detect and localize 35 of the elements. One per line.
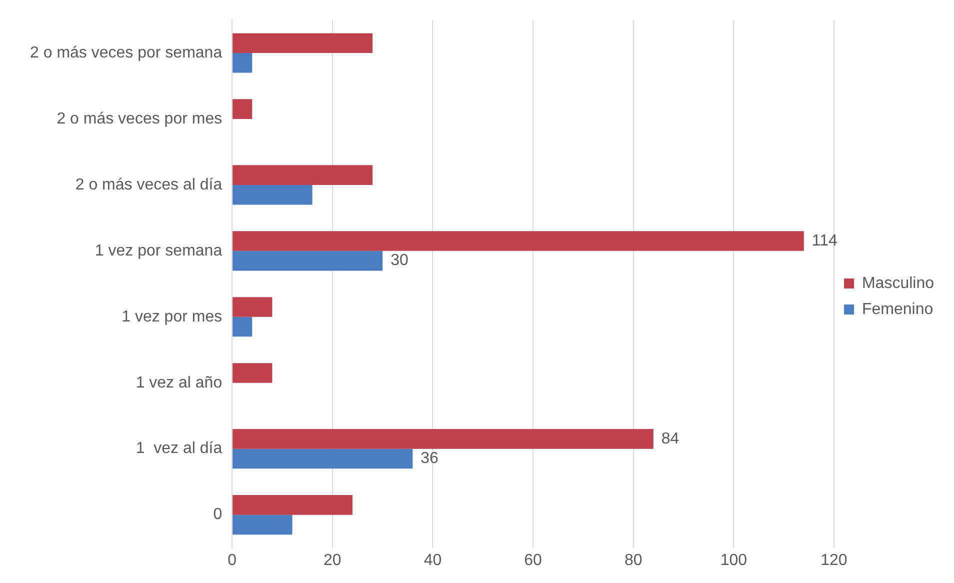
legend-label: Masculino <box>862 274 934 292</box>
legend-label: Femenino <box>862 300 934 318</box>
bar <box>232 316 252 337</box>
x-tick-label: 100 <box>720 552 748 569</box>
x-tick-label: 120 <box>820 552 848 569</box>
y-tick-label: 1 vez al día <box>136 440 222 458</box>
data-label: 84 <box>661 430 680 448</box>
data-label: 30 <box>390 252 408 270</box>
y-tick-label: 0 <box>213 506 222 524</box>
data-label: 114 <box>812 232 838 250</box>
y-tick-label: 2 o más veces por semana <box>30 44 222 62</box>
bar <box>232 99 252 119</box>
x-tick-label: 20 <box>324 552 342 569</box>
x-tick-label: 80 <box>624 552 642 569</box>
bar <box>232 429 654 449</box>
bar <box>232 297 272 317</box>
bar <box>232 184 312 205</box>
y-tick-label: 1 vez al año <box>136 374 222 392</box>
bar <box>232 495 352 515</box>
bar <box>232 165 373 185</box>
data-label: 36 <box>420 450 439 468</box>
bar <box>232 448 413 469</box>
x-tick-label: 40 <box>424 552 442 569</box>
bar <box>232 363 272 383</box>
x-tick-label: 60 <box>524 552 542 569</box>
bar <box>232 250 383 271</box>
y-tick-label: 1 vez por semana <box>94 242 222 260</box>
y-tick-label: 2 o más veces al día <box>75 176 222 194</box>
y-tick-label: 2 o más veces por mes <box>56 110 222 128</box>
x-tick-label: 0 <box>228 552 237 569</box>
bar <box>232 33 373 53</box>
bar <box>232 514 292 535</box>
bar <box>232 52 252 73</box>
y-tick-label: 1 vez por mes <box>122 308 222 326</box>
bar <box>232 231 804 251</box>
